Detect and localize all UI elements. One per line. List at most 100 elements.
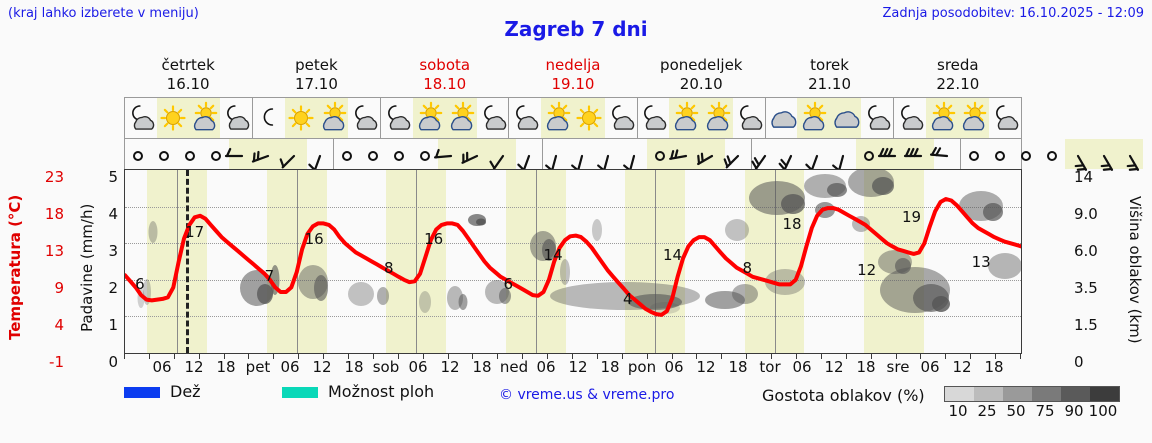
- wind-barb-icon: [697, 139, 725, 169]
- temperature-point-label-2: 7: [264, 267, 275, 285]
- moon-cloud-icon: [861, 98, 893, 138]
- cloud-density-step-label-3: 75: [1035, 402, 1055, 420]
- x-tick-24: [721, 354, 723, 359]
- day-name: sobota: [419, 56, 471, 74]
- moon-icon: [253, 98, 285, 138]
- day-date: 20.10: [679, 75, 723, 93]
- x-axis-label-26: 18: [984, 358, 1004, 376]
- x-axis-label-16: 06: [664, 358, 684, 376]
- x-axis-label-1: 12: [184, 358, 204, 376]
- x-tick-8: [323, 354, 325, 359]
- wind-barb-icon: [461, 139, 490, 169]
- copyright-link[interactable]: © vreme.us & vreme.pro: [499, 387, 675, 403]
- wind-barb-icon: [669, 139, 699, 169]
- x-axis-label-4: 06: [280, 358, 300, 376]
- cloud-height-axis-title: Višina oblakov (km): [1126, 195, 1144, 344]
- day-date: 16.10: [166, 75, 210, 93]
- x-tick-32: [920, 354, 922, 359]
- wind-day-group-4: [961, 139, 1152, 171]
- x-tick-0: [124, 354, 125, 359]
- day-date: 17.10: [294, 75, 338, 93]
- gridline-h-2: [125, 279, 1021, 281]
- cloud-density-layer: [137, 170, 1021, 314]
- showers-color-swatch: [282, 387, 318, 398]
- x-axis-label-24: 06: [920, 358, 940, 376]
- icon-day-group-4: [637, 98, 766, 138]
- rain-legend-label: Dež: [170, 382, 201, 401]
- sun-icon: [284, 98, 317, 138]
- x-axis-label-19: tor: [759, 358, 781, 376]
- gridline-h-3: [125, 243, 1021, 245]
- wind-day-group-0: [125, 139, 334, 173]
- moon-cloud-icon: [381, 98, 414, 138]
- sun-cloud-icon: [444, 98, 477, 138]
- precipitation-tick-5: 0: [108, 353, 118, 371]
- temperature-point-label-5: 16: [424, 230, 444, 249]
- x-axis-label-9: 12: [440, 358, 460, 376]
- moon-cloud-icon: [893, 98, 926, 138]
- x-tick-12: [422, 354, 424, 359]
- wind-barb-icon: [778, 139, 804, 172]
- showers-legend-label: Možnost ploh: [328, 382, 435, 401]
- icon-day-group-5: [765, 98, 894, 138]
- wind-barb-icon: [830, 139, 856, 173]
- precipitation-tick-0: 5: [108, 168, 118, 186]
- cloud-height-tick-0: 14: [1074, 168, 1094, 186]
- precipitation-tick-2: 3: [108, 242, 118, 260]
- page-title: Zagreb 7 dni: [504, 17, 648, 41]
- gridline-v-4: [535, 170, 537, 353]
- wind-barb-band: [124, 139, 1143, 173]
- sun-cloud-icon: [541, 98, 573, 138]
- wind-barb-icon: [433, 139, 464, 169]
- cloud-density-step-0: [945, 387, 974, 401]
- time-axis: 06 12 18 pet 06 12 18 sob 06 12 18 ned 06 12 18 pon 06 12…: [124, 354, 1022, 376]
- moon-cloud-icon: [604, 98, 637, 138]
- x-axis-label-14: 18: [600, 358, 620, 376]
- moon-cloud-icon: [125, 98, 157, 138]
- wind-barb-icon: [279, 139, 307, 169]
- day-date: 18.10: [423, 75, 467, 93]
- icon-day-group-0: [125, 98, 254, 138]
- wind-barb-icon: [334, 139, 360, 169]
- icon-day-group-1: [253, 98, 382, 138]
- temperature-axis-title: Temperatura (°C): [6, 194, 24, 341]
- x-axis-label-6: 18: [344, 358, 364, 376]
- icon-day-group-2: [381, 98, 510, 138]
- temperature-tick-0: 23: [44, 168, 64, 186]
- sun-cloud-icon: [957, 98, 990, 138]
- x-tick-19: [596, 354, 598, 359]
- moon-cloud-icon: [637, 98, 670, 138]
- rain-color-swatch: [124, 387, 160, 398]
- x-tick-5: [248, 354, 250, 359]
- temperature-point-label-8: 4: [622, 289, 633, 308]
- x-tick-11: [397, 354, 399, 359]
- wind-barb-icon: [723, 139, 751, 169]
- cloud-icon: [765, 98, 798, 138]
- legend: Dež Možnost ploh © vreme.us & vreme.pro …: [124, 382, 1144, 436]
- x-tick-2: [173, 354, 175, 359]
- temperature-point-label-14: 13: [971, 253, 991, 272]
- x-axis-label-0: 06: [152, 358, 172, 376]
- wind-day-group-1: [334, 139, 543, 173]
- temperature-tick-4: 4: [54, 316, 64, 334]
- x-tick-18: [572, 354, 573, 359]
- day-date: 22.10: [936, 75, 980, 93]
- wind-barb-icon: [856, 139, 882, 169]
- moon-cloud-icon: [509, 98, 542, 138]
- x-tick-23: [696, 354, 698, 359]
- wind-barb-icon: [516, 139, 542, 173]
- gridline-h-1: [125, 316, 1021, 318]
- wind-barb-icon: [224, 139, 255, 169]
- cloud-icon: [829, 98, 862, 138]
- x-tick-1: [148, 354, 150, 359]
- wind-day-group-2: [543, 139, 752, 173]
- last-update-label: Zadnja posodobitev: 16.10.2025 - 12:09: [882, 6, 1144, 21]
- sun-cloud-icon: [316, 98, 349, 138]
- wind-barb-icon: [360, 139, 386, 169]
- x-axis-label-12: 06: [536, 358, 556, 376]
- sun-cloud-icon: [797, 98, 830, 138]
- sun-cloud-icon: [188, 98, 221, 138]
- wind-barb-icon: [961, 139, 987, 169]
- x-axis-label-8: 06: [408, 358, 428, 376]
- day-name: sreda: [937, 56, 979, 74]
